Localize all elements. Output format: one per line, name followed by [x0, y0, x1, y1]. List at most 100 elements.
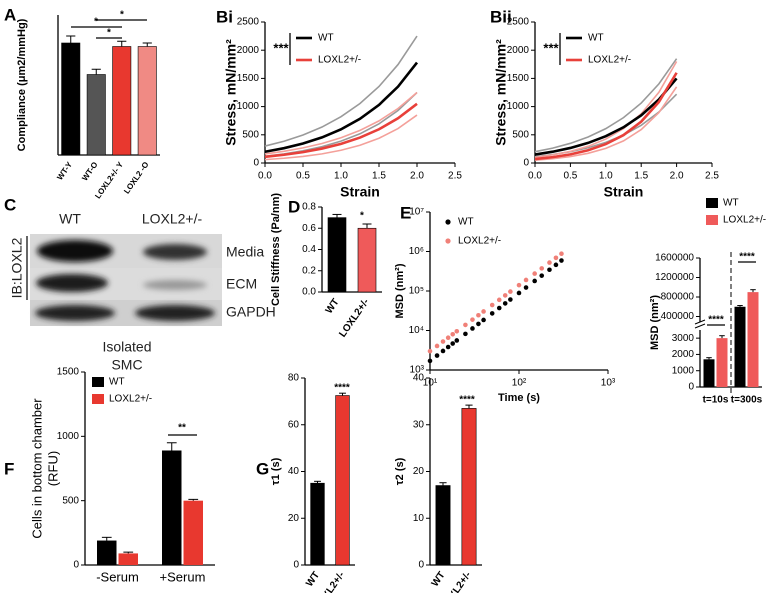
- x-tick-label: 1.5: [372, 171, 386, 182]
- y-tick-label: 1000: [57, 431, 80, 442]
- x-tick-label: 10²: [512, 378, 527, 389]
- bar: [461, 408, 477, 566]
- point: [502, 293, 508, 298]
- point: [427, 358, 433, 364]
- panel-letter: Bii: [490, 7, 512, 26]
- x-tick-label: LOXL2 -O: [122, 160, 151, 195]
- y-tick-label: 1500: [57, 367, 80, 378]
- annotation: *: [94, 17, 98, 28]
- point: [523, 285, 529, 290]
- y-tick-label: 0.0: [302, 287, 316, 298]
- y-tick-label: 30: [413, 419, 425, 430]
- panel-letter: G: [256, 459, 269, 478]
- axis-break: [694, 319, 706, 325]
- point: [532, 271, 537, 276]
- x-tick-label: 2.0: [410, 171, 424, 182]
- y-tick-label: 800000: [661, 292, 695, 303]
- y-tick-label: 1200000: [655, 272, 694, 283]
- blot-band: [143, 244, 207, 260]
- blot-band: [143, 280, 207, 290]
- blot-caption: SMC: [111, 357, 142, 373]
- bar: [435, 485, 451, 566]
- point: [434, 353, 440, 358]
- legend-marker: [445, 219, 451, 225]
- point: [434, 343, 440, 349]
- x-tick-label: LOXL2+/-: [439, 570, 473, 593]
- y-tick-label: 0: [293, 560, 299, 571]
- annotation: ****: [334, 383, 350, 394]
- annotation: ***: [543, 40, 559, 55]
- line: [264, 35, 418, 147]
- y-tick-label: 10⁶: [409, 246, 424, 257]
- bar: [335, 395, 350, 566]
- y-tick-label: 10⁴: [409, 325, 424, 336]
- point: [476, 321, 481, 327]
- line: [264, 114, 418, 161]
- bar: [112, 46, 132, 156]
- legend-label: LOXL2+/-: [318, 55, 361, 66]
- point: [532, 278, 537, 284]
- legend-label: WT: [318, 33, 334, 44]
- y-tick-label: 10³: [410, 365, 425, 376]
- axis-break: [694, 323, 706, 329]
- point: [516, 290, 522, 296]
- x-axis-label: Time (s): [498, 392, 540, 404]
- x-tick-label: 1.5: [634, 171, 648, 182]
- legend-swatch: [706, 198, 718, 208]
- annotation: ****: [739, 252, 755, 263]
- x-tick-label: 2.5: [448, 171, 462, 182]
- y-axis-label: MSD (nm²): [394, 263, 406, 318]
- bar: [118, 553, 138, 565]
- y-tick-label: 20: [288, 513, 300, 524]
- y-tick-label: 1000: [507, 101, 530, 112]
- panel-letter: F: [4, 459, 14, 478]
- point: [463, 331, 468, 337]
- panel-letter: Bi: [216, 7, 233, 26]
- point: [496, 297, 502, 303]
- y-tick-label: 1000: [672, 365, 695, 376]
- y-tick-label: 2000: [237, 45, 260, 56]
- x-tick-label: WT: [430, 570, 448, 589]
- point: [481, 309, 486, 314]
- y-tick-label: 0: [73, 560, 79, 571]
- blot-band: [35, 305, 115, 321]
- annotation: **: [178, 423, 186, 434]
- point: [454, 329, 460, 334]
- y-tick-label: 0.8: [302, 202, 316, 213]
- y-tick-label: 1500: [237, 73, 260, 84]
- x-tick-label: +Serum: [160, 569, 206, 584]
- y-axis-label: τ1 (s): [270, 457, 282, 485]
- point: [463, 322, 468, 328]
- y-axis-label: Compliance (μm2/mmHg): [16, 18, 28, 151]
- point: [450, 341, 456, 346]
- annotation: ****: [459, 395, 475, 406]
- point: [445, 344, 451, 350]
- y-tick-label: 500: [62, 495, 79, 506]
- panel-letter: D: [288, 197, 300, 216]
- line: [264, 91, 418, 155]
- annotation: ***: [273, 40, 289, 55]
- point: [470, 317, 475, 322]
- annotation: ****: [708, 315, 724, 326]
- bar: [327, 217, 347, 293]
- annotation: *: [360, 211, 364, 222]
- y-tick-label: 40: [288, 466, 300, 477]
- bar: [716, 338, 728, 387]
- point: [508, 297, 513, 302]
- blot-column: LOXL2+/-: [142, 211, 203, 227]
- point: [553, 255, 559, 261]
- bar: [162, 450, 182, 565]
- line: [534, 86, 678, 161]
- y-tick-label: 0: [253, 158, 259, 169]
- bar: [357, 227, 377, 293]
- bar: [86, 74, 106, 156]
- point: [489, 302, 495, 308]
- x-tick-label: WT: [304, 570, 322, 589]
- x-tick-label: 2.0: [670, 171, 684, 182]
- bar: [61, 42, 81, 156]
- bar: [734, 306, 746, 387]
- point: [516, 282, 522, 288]
- blot-band: [37, 240, 113, 262]
- blot-band: [36, 274, 108, 292]
